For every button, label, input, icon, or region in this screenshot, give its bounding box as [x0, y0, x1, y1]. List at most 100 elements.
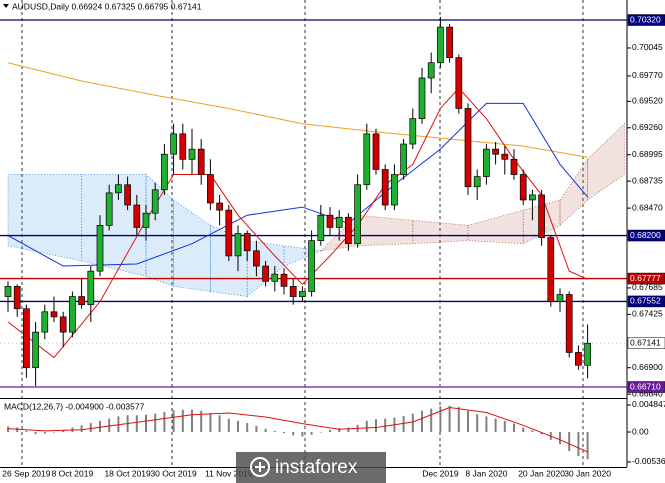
macd-bar: [273, 430, 276, 433]
macd-bar: [522, 427, 525, 433]
candle-body: [372, 133, 380, 170]
macd-bar: [430, 408, 433, 433]
candle-body: [363, 133, 371, 186]
candle-body: [418, 77, 426, 119]
candle-body: [161, 153, 168, 191]
level-label: 0.68200: [630, 230, 661, 240]
candle-body: [151, 189, 159, 214]
macd-bar: [25, 430, 28, 433]
x-tick-label: 8 Jan 2020: [465, 468, 507, 478]
candle-body: [326, 214, 334, 228]
macd-bar: [264, 428, 267, 433]
level-label: 0.67777: [630, 273, 661, 283]
cloud-segment: [587, 122, 625, 201]
level-box: [627, 337, 665, 349]
candle-body: [317, 214, 325, 241]
macd-bar: [172, 410, 175, 433]
candle-body: [59, 316, 67, 333]
y-tick-label: 0.67685: [632, 282, 663, 292]
candle-body: [547, 237, 555, 302]
candle-body: [354, 184, 361, 245]
y-tick-label: 0.66900: [632, 362, 663, 372]
macd-bar: [503, 420, 506, 433]
cloud-segment: [559, 158, 588, 227]
level-box: [627, 14, 665, 26]
macd-bar: [375, 419, 377, 433]
macd-bar: [62, 430, 65, 433]
macd-tick-label: 0.004847: [632, 399, 665, 409]
candle-body: [575, 352, 582, 366]
macd-bar: [476, 414, 479, 433]
macd-bar: [329, 429, 331, 433]
macd-bar: [448, 405, 451, 433]
candle-body: [299, 291, 306, 297]
candle-body: [262, 265, 269, 282]
candle-body: [492, 148, 499, 155]
y-tick-label: 0.68735: [632, 175, 663, 185]
macd-bar: [365, 420, 368, 433]
macd-bar: [34, 432, 37, 435]
y-tick-label: 0.66640: [632, 388, 663, 398]
macd-bar: [218, 415, 221, 433]
candle-body: [437, 26, 444, 64]
macd-bar: [237, 420, 239, 433]
macd-bar: [191, 409, 193, 433]
macd-bar: [513, 423, 515, 433]
candle-body: [225, 209, 233, 257]
level-box: [627, 229, 665, 242]
candle-body: [556, 294, 564, 302]
candle-body: [289, 286, 297, 297]
cloud-segment: [412, 219, 469, 245]
macd-bar: [421, 410, 423, 433]
candle-body: [124, 184, 131, 206]
candle-body: [96, 225, 104, 272]
y-tick-label: 0.69520: [632, 96, 663, 106]
candle-body: [188, 148, 196, 160]
macd-label: MACD(12,26,7) -0.004900 -0.003577: [4, 401, 145, 411]
macd-bar: [457, 406, 460, 433]
level-label: 0.70320: [630, 14, 661, 24]
candle-body: [529, 194, 536, 201]
macd-bar: [7, 426, 9, 433]
candle-body: [78, 296, 85, 306]
level-label: 0.67552: [630, 296, 661, 306]
candle-body: [23, 308, 30, 369]
x-tick-label: Dec 2019: [422, 468, 459, 478]
level-box: [627, 295, 665, 308]
watermark-logo: [250, 457, 270, 477]
candle-body: [253, 250, 260, 267]
y-tick-label: 0.68470: [632, 202, 663, 212]
candle-body: [345, 216, 352, 245]
candle-body: [280, 273, 288, 287]
macd-bar: [439, 406, 442, 433]
macd-bar: [246, 423, 249, 433]
macd-bar: [154, 413, 157, 433]
candle-body: [207, 174, 214, 204]
macd-tick-label: -0.005364: [632, 456, 665, 466]
candle-body: [197, 148, 205, 175]
candle-body: [455, 57, 463, 109]
macd-bar: [108, 418, 111, 433]
cloud-segment: [357, 214, 414, 247]
macd-bar: [411, 413, 414, 433]
cloud-segment: [173, 199, 211, 292]
candle-body: [133, 204, 141, 228]
macd-bar: [43, 432, 46, 434]
candle-body: [565, 294, 573, 353]
macd-bar: [145, 414, 147, 433]
candle-body: [41, 311, 49, 333]
macd-bar: [89, 423, 92, 433]
indicator-line: [7, 406, 588, 453]
candle-body: [391, 174, 398, 206]
candle-body: [271, 273, 279, 282]
macd-bar: [559, 432, 561, 445]
macd-bar: [117, 416, 120, 433]
macd-bar: [292, 432, 295, 436]
candle-body: [483, 148, 490, 177]
indicator-line: [7, 62, 588, 158]
plot: 0.70045 0.69770 0.69520 0.69260 0.68995 0.687…: [0, 14, 665, 478]
candle-body: [179, 133, 187, 160]
candle-body: [519, 174, 527, 201]
macd-bar: [227, 418, 230, 433]
x-tick-label: 30 Jan 2020: [564, 468, 611, 478]
